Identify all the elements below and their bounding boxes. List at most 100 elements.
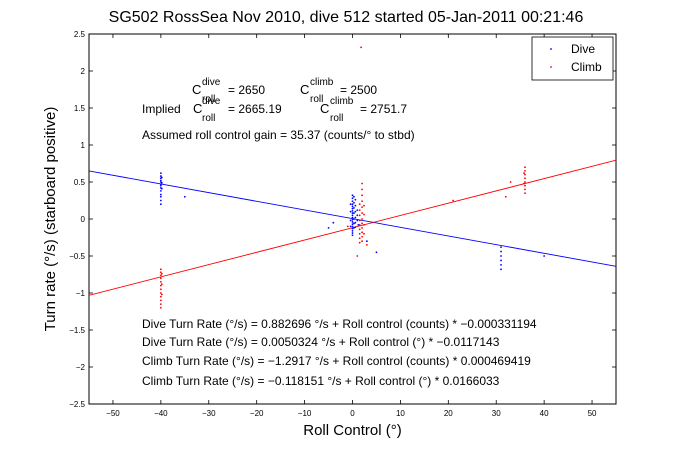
climb-point	[358, 241, 361, 244]
climb-point	[361, 206, 363, 209]
climb-point	[159, 281, 162, 283]
dive-point	[351, 221, 354, 223]
dive-point	[351, 212, 354, 214]
implied-climb-value: = 2751.7	[360, 102, 407, 116]
x-tick-label: −20	[250, 409, 264, 418]
legend-label-climb: Climb	[571, 60, 602, 74]
dive-point	[160, 181, 163, 184]
climb-point	[346, 225, 349, 228]
climb-point	[361, 240, 363, 243]
x-tick-label: −50	[106, 409, 120, 418]
dive-point	[351, 234, 354, 237]
climb-point	[361, 235, 363, 238]
implied-label: Implied	[142, 102, 181, 116]
climb-point	[159, 306, 162, 309]
equation-climb-degrees: Climb Turn Rate (°/s) = −0.118151 °/s + …	[142, 374, 500, 388]
climb-point	[363, 213, 365, 216]
dive-point	[349, 203, 352, 206]
y-tick-label: 2	[81, 67, 86, 76]
climb-point	[452, 199, 455, 202]
x-tick-label: −30	[202, 409, 216, 418]
dive-point	[351, 232, 354, 234]
dive-point	[351, 218, 354, 221]
dive-point	[353, 195, 355, 198]
annotation-c-roll-dive: C dive roll = 2650	[192, 77, 265, 105]
dive-point	[327, 226, 330, 229]
x-tick-label: 50	[588, 409, 597, 418]
c-climb-superscript: climb	[310, 77, 334, 88]
climb-point	[160, 293, 163, 296]
climb-point	[524, 177, 526, 180]
dive-point	[500, 259, 502, 262]
legend: Dive Climb	[531, 36, 614, 81]
y-tick-label: 0	[81, 215, 86, 224]
dive-point	[159, 184, 162, 187]
dive-point	[159, 183, 162, 186]
climb-point	[358, 237, 361, 240]
dive-point	[353, 201, 355, 204]
x-tick-label: 0	[350, 409, 355, 418]
dive-point	[351, 227, 354, 230]
dive-point	[500, 255, 502, 257]
dive-point	[354, 210, 357, 213]
equation-climb-counts: Climb Turn Rate (°/s) = −1.2917 °/s + Ro…	[142, 354, 531, 368]
y-tick-label: −2.5	[69, 400, 85, 409]
y-tick-label: 2.5	[74, 30, 86, 39]
x-axis-label: Roll Control (°)	[303, 422, 402, 439]
climb-point	[358, 219, 361, 222]
dive-point	[353, 226, 355, 229]
climb-point	[358, 232, 361, 235]
climb-point	[358, 214, 361, 217]
equation-dive-counts: Dive Turn Rate (°/s) = 0.882696 °/s + Ro…	[142, 317, 537, 331]
dive-point	[353, 222, 355, 225]
y-tick-label: 0.5	[74, 178, 86, 187]
dive-point	[159, 179, 162, 182]
climb-point	[523, 172, 525, 175]
y-axis-label: Turn rate (°/s) (starboard positive)	[42, 107, 59, 332]
climb-point	[361, 226, 363, 229]
climb-point	[524, 166, 526, 169]
climb-point	[361, 231, 363, 234]
dive-point	[354, 221, 357, 224]
dive-point	[159, 199, 162, 202]
climb-point	[363, 232, 365, 235]
chart-title: SG502 RossSea Nov 2010, dive 512 started…	[109, 9, 584, 26]
dive-point	[351, 229, 354, 232]
dive-point	[159, 189, 162, 192]
c-dive-value: = 2650	[228, 83, 265, 97]
climb-point	[361, 212, 363, 214]
implied-climb-superscript: climb	[330, 96, 354, 107]
c-dive-superscript: dive	[202, 77, 221, 88]
dive-point	[351, 216, 354, 219]
climb-point	[524, 181, 526, 183]
dive-point	[349, 219, 352, 222]
dive-point	[354, 226, 357, 229]
y-tick-label: 1	[81, 141, 86, 150]
dive-point	[356, 214, 359, 217]
dive-point	[159, 172, 162, 175]
dive-point	[351, 209, 354, 212]
implied-dive-superscript: dive	[202, 96, 221, 107]
dive-point	[159, 195, 162, 198]
x-tick-label: 30	[492, 409, 501, 418]
c-dive-subscript: roll	[202, 94, 215, 105]
legend-label-dive: Dive	[571, 42, 595, 56]
dive-point	[375, 251, 378, 254]
climb-point	[358, 209, 361, 212]
climb-point	[160, 272, 163, 275]
climb-point	[159, 303, 162, 305]
x-tick-label: −10	[298, 409, 312, 418]
dive-point	[500, 263, 502, 266]
dive-point	[500, 268, 502, 271]
climb-point	[361, 222, 363, 225]
annotation-gain: Assumed roll control gain = 35.37 (count…	[142, 128, 415, 142]
dive-point	[351, 194, 354, 197]
climb-point	[361, 200, 363, 203]
dive-point	[354, 216, 357, 219]
climb-point	[358, 203, 361, 206]
climb-point	[363, 204, 365, 207]
dive-point	[354, 198, 357, 201]
dive-point	[159, 175, 162, 177]
climb-point	[363, 224, 365, 226]
